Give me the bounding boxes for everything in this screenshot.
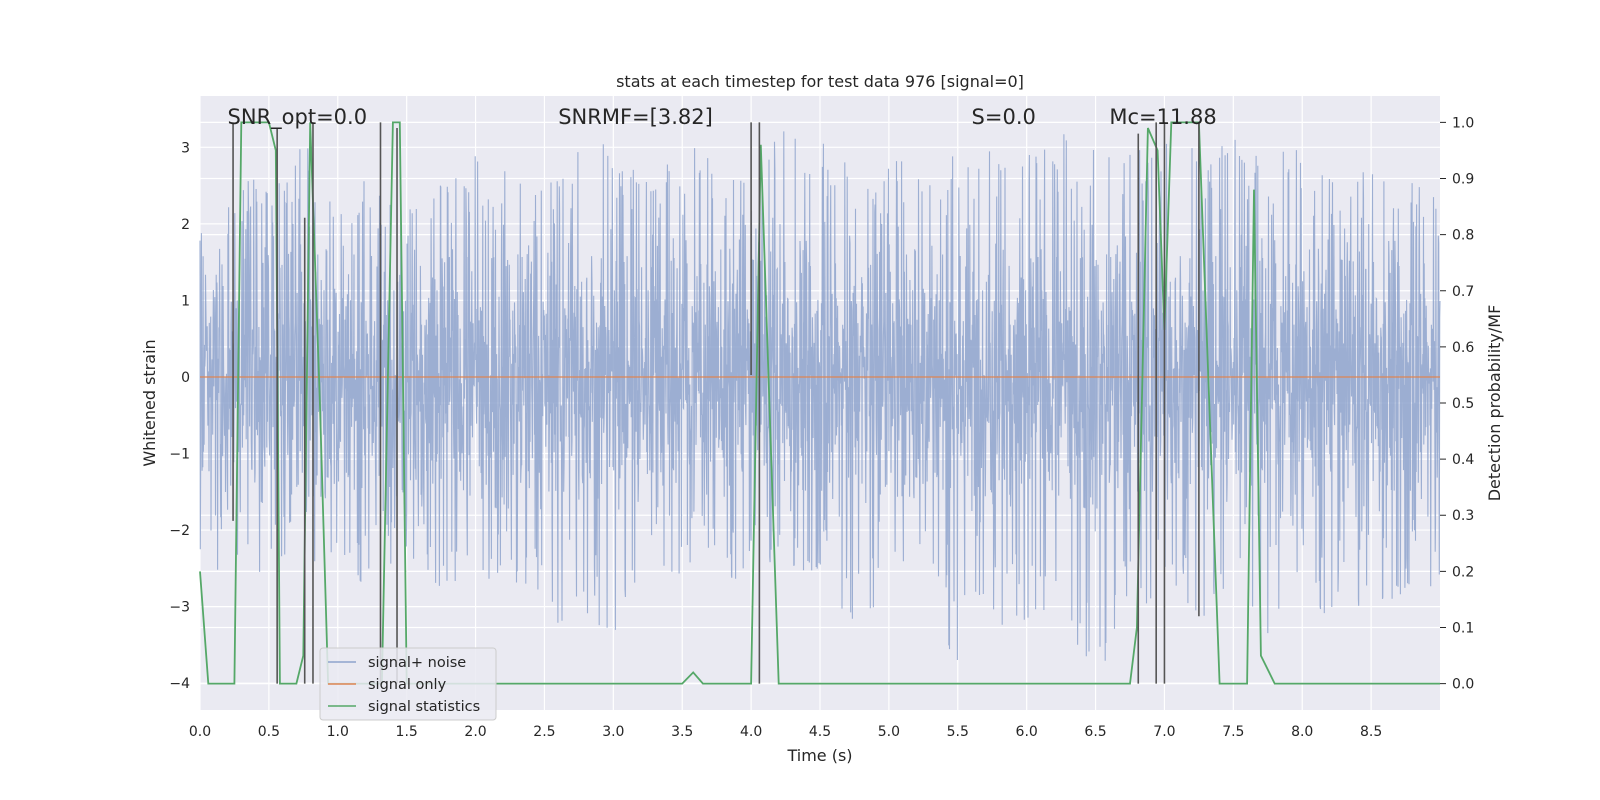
signal-statistics-series: [199, 121, 1440, 685]
annotation-label: Mc=11.88: [1109, 105, 1216, 129]
x-axis-label: Time (s): [786, 746, 852, 765]
signal-noise-line: [199, 131, 1441, 661]
annotation-label: SNR_opt=0.0: [228, 105, 368, 130]
vertical-markers: [232, 122, 1200, 684]
x-tick-label: 3.5: [671, 724, 693, 740]
x-tick-label: 4.0: [740, 724, 762, 740]
y-left-tick-label: −4: [169, 676, 190, 692]
y-right-tick-label: 1.0: [1452, 115, 1474, 131]
tick-labels: 0.0 0.5 1.0 1.5 2.0 2.5 3.0 3.5 4.0 4.5 5.0 5.5 6.0 6…: [169, 115, 1474, 740]
x-tick-label: 7.5: [1222, 724, 1244, 740]
y-right-tick-label: 0.7: [1452, 284, 1474, 300]
x-tick-label: 8.0: [1291, 724, 1313, 740]
x-tick-label: 1.5: [396, 724, 418, 740]
y-right-tick-label: 0.6: [1452, 340, 1474, 356]
legend-label-signal-only: signal only: [368, 677, 447, 693]
y-right-tick-label: 0.5: [1452, 396, 1474, 412]
x-tick-label: 4.5: [809, 724, 831, 740]
x-tick-label: 5.5: [947, 724, 969, 740]
y-right-tick-label: 0.3: [1452, 508, 1474, 524]
x-tick-label: 3.0: [602, 724, 624, 740]
y-left-tick-label: 1: [181, 293, 190, 309]
y-left-tick-label: −1: [169, 447, 190, 463]
y-left-tick-label: 3: [181, 140, 190, 156]
y-right-tick-label: 0.2: [1452, 564, 1474, 580]
signal-noise-series: [199, 131, 1441, 661]
y-axis-label-right: Detection probability/MF: [1485, 305, 1504, 502]
legend-label-signal-noise: signal+ noise: [368, 655, 466, 671]
x-tick-label: 6.0: [1016, 724, 1038, 740]
y-right-tick-label: 0.0: [1452, 677, 1474, 693]
x-tick-label: 0.5: [258, 724, 280, 740]
annotation-label: S=0.0: [972, 105, 1036, 129]
y-left-tick-label: 2: [181, 217, 190, 233]
legend-box: [319, 647, 497, 721]
x-tick-label: 0.0: [189, 724, 211, 740]
annotations: SNR_opt=0.0 SNRMF=[3.82] S=0.0 Mc=11.88: [228, 105, 1217, 130]
x-tick-label: 5.0: [878, 724, 900, 740]
x-tick-label: 2.5: [533, 724, 555, 740]
x-tick-label: 2.0: [464, 724, 486, 740]
x-tick-label: 7.0: [1153, 724, 1175, 740]
y-right-tick-label: 0.4: [1452, 452, 1474, 468]
legend: signal+ noise signal only signal statist…: [319, 647, 497, 721]
annotation-label: SNRMF=[3.82]: [558, 105, 713, 129]
chart-title: stats at each timestep for test data 976…: [616, 72, 1024, 91]
y-right-tick-label: 0.1: [1452, 620, 1474, 636]
y-left-tick-label: −3: [169, 600, 190, 616]
y-right-tick-label: 0.8: [1452, 228, 1474, 244]
x-tick-label: 1.0: [327, 724, 349, 740]
y-right-tick-label: 0.9: [1452, 172, 1474, 188]
x-tick-label: 8.5: [1360, 724, 1382, 740]
legend-label-signal-statistics: signal statistics: [368, 699, 480, 715]
y-axis-label-left: Whitened strain: [140, 339, 159, 466]
y-left-tick-label: −2: [169, 523, 190, 539]
x-tick-label: 6.5: [1084, 724, 1106, 740]
y-left-tick-label: 0: [181, 370, 190, 386]
signal-statistics-line: [199, 121, 1440, 685]
